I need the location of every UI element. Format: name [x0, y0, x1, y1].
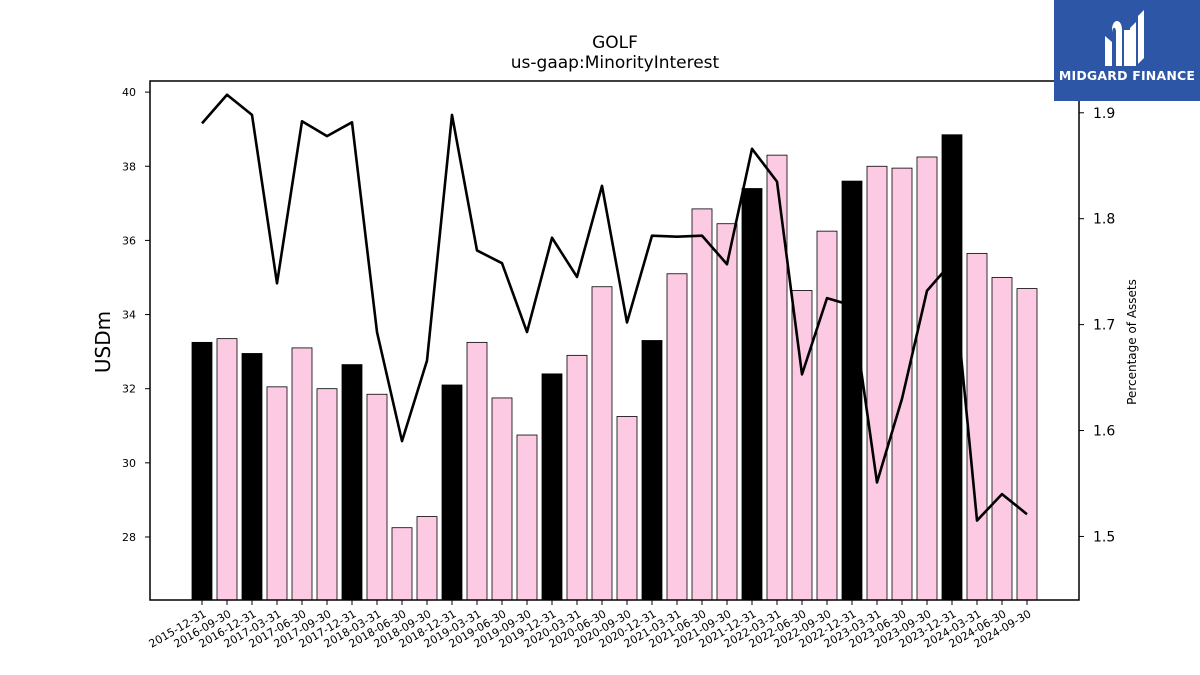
bar-2020-03-31 — [566, 354, 588, 601]
bar-2022-09-30 — [816, 230, 838, 601]
bar-2024-06-30 — [991, 277, 1013, 601]
bar-2020-06-30 — [591, 286, 613, 601]
bar-2017-09-30 — [316, 388, 338, 601]
bar-2019-09-30 — [516, 434, 538, 601]
bar-2022-03-31 — [766, 154, 788, 601]
y2-tick-label: 1.6 — [1093, 424, 1115, 440]
y2-tick-label: 1.8 — [1093, 212, 1115, 228]
bar-2023-06-30 — [891, 167, 913, 601]
bar-2018-03-31 — [366, 393, 388, 601]
y-tick-label: 30 — [122, 457, 136, 470]
bar-2020-12-31 — [641, 340, 663, 601]
y-tick-label: 28 — [122, 531, 136, 544]
y-axis-right: 1.5 1.6 1.7 1.8 1.9 — [1079, 106, 1115, 545]
bar-2019-06-30 — [491, 397, 513, 601]
bar-2024-03-31 — [966, 252, 988, 601]
midgard-finance-logo: MIDGARD FINANCE — [1054, 0, 1200, 101]
bar-2023-03-31 — [866, 165, 888, 601]
bar-2024-09-30 — [1016, 288, 1038, 601]
y2-axis-label: Percentage of Assets — [1125, 279, 1139, 405]
chart-title: GOLF — [592, 33, 638, 53]
bar-2019-12-31 — [541, 373, 563, 601]
midgard-logo-icon — [1105, 10, 1144, 66]
x-axis: 2015-12-312016-09-302016-12-312017-03-31… — [147, 600, 1034, 651]
bar-2021-03-31 — [666, 273, 688, 601]
plot-frame — [149, 80, 1080, 601]
bars-layer — [191, 134, 1038, 601]
logo-text: MIDGARD FINANCE — [1058, 68, 1196, 83]
bar-2023-09-30 — [916, 156, 938, 601]
bar-2016-12-31 — [241, 353, 263, 601]
bar-2018-09-30 — [416, 516, 438, 601]
bar-2021-12-31 — [741, 188, 763, 601]
bar-2022-06-30 — [791, 290, 813, 601]
y-axis-label: USDm — [91, 311, 115, 373]
bar-2015-12-31 — [191, 341, 213, 601]
chart-subtitle: us-gaap:MinorityInterest — [511, 53, 720, 73]
y-tick-label: 34 — [122, 309, 136, 322]
y-tick-label: 38 — [122, 160, 136, 173]
bar-2017-12-31 — [341, 364, 363, 601]
y2-tick-label: 1.9 — [1093, 106, 1115, 122]
y-tick-label: 32 — [122, 383, 136, 396]
bar-2016-09-30 — [216, 338, 238, 601]
bar-2017-03-31 — [266, 386, 288, 601]
bar-2021-09-30 — [716, 223, 738, 601]
y-axis-left: 28 30 32 34 36 38 40 — [122, 86, 150, 544]
y2-tick-label: 1.5 — [1093, 529, 1115, 545]
bar-2017-06-30 — [291, 347, 313, 601]
bar-2022-12-31 — [841, 180, 863, 601]
y-tick-label: 40 — [122, 86, 136, 99]
bar-2020-09-30 — [616, 416, 638, 601]
bar-2018-06-30 — [391, 527, 413, 601]
bar-2021-06-30 — [691, 208, 713, 601]
y2-tick-label: 1.7 — [1093, 318, 1115, 334]
bar-2023-12-31 — [941, 134, 963, 601]
bar-2019-03-31 — [466, 341, 488, 601]
y-tick-label: 36 — [122, 234, 136, 247]
pct-assets-line — [201, 93, 1028, 522]
bar-2018-12-31 — [441, 384, 463, 601]
line-layer — [201, 93, 1028, 522]
